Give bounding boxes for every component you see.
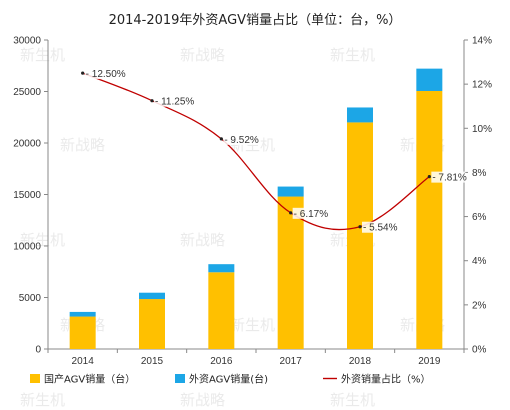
left-tick-label: 15000	[13, 190, 41, 201]
ratio-label-bg	[292, 207, 327, 219]
ratio-data-label: - 5.54%	[363, 223, 398, 234]
watermark-text: 新生机	[20, 46, 65, 64]
ratio-label-bg	[431, 171, 466, 183]
domestic-bar	[416, 90, 443, 350]
domestic-bar	[347, 122, 373, 350]
ratio-point	[427, 175, 431, 179]
ratio-point	[289, 211, 293, 215]
legend-label: 外资销量占比（%）	[341, 373, 431, 386]
x-tick-label: 2018	[349, 356, 372, 367]
x-tick-label: 2015	[141, 356, 164, 367]
right-tick-label: 12%	[472, 80, 492, 91]
ratio-data-label: - 7.81%	[432, 173, 467, 184]
legend: 国产AGV销量（台） 外资AGV销量(台) 外资销量占比（%）	[30, 373, 431, 386]
watermark-text: 新战略	[180, 231, 225, 249]
watermark-text: 新生机	[20, 231, 65, 249]
domestic-bar	[208, 272, 235, 349]
foreign-bar	[277, 186, 304, 197]
ratio-data-label: - 6.17%	[294, 209, 329, 220]
watermark-text: 新生机	[230, 316, 275, 334]
ratio-data-label: - 12.50%	[86, 69, 126, 80]
foreign-bar	[416, 68, 443, 91]
foreign-bar	[347, 107, 373, 123]
legend-label: 外资AGV销量(台)	[189, 373, 268, 386]
chart-title: 2014-2019年外资AGV销量占比（单位：台，%）	[109, 13, 402, 28]
watermark-text: 新战略	[180, 391, 225, 409]
watermark-text: 新生机	[20, 391, 65, 409]
watermark-text: 新生机	[330, 391, 375, 409]
watermark-text: 新战略	[180, 46, 225, 64]
foreign-bar	[208, 264, 235, 273]
right-tick-label: 4%	[472, 256, 487, 267]
x-tick-label: 2016	[210, 356, 233, 367]
right-tick-label: 10%	[472, 124, 492, 135]
left-tick-label: 5000	[19, 293, 42, 304]
legend-swatch	[30, 374, 40, 383]
ratio-label-bg	[84, 68, 125, 80]
legend-swatch	[175, 374, 185, 383]
foreign-bar	[69, 311, 96, 317]
domestic-bar	[69, 316, 96, 349]
legend-label: 国产AGV销量（台）	[44, 373, 135, 386]
bars	[69, 68, 443, 350]
ratio-data-label: - 9.52%	[224, 135, 259, 146]
ratio-point	[81, 71, 85, 75]
left-tick-label: 10000	[13, 242, 41, 253]
ratio-point	[219, 137, 223, 141]
left-tick-label: 20000	[13, 139, 41, 150]
ratio-line: - 12.50% - 11.25% - 9.52% - 6.17% - 5.54% - 7…	[81, 68, 467, 234]
right-tick-label: 14%	[472, 36, 492, 47]
left-tick-label: 25000	[13, 87, 41, 98]
foreign-bar	[139, 292, 165, 300]
left-tick-label: 30000	[13, 36, 41, 47]
ratio-point	[358, 225, 362, 229]
ratio-label-bg	[223, 133, 258, 145]
x-tick-label: 2019	[418, 356, 441, 367]
right-tick-label: 8%	[472, 168, 487, 179]
ratio-point	[150, 99, 154, 103]
x-tick-label: 2014	[72, 356, 95, 367]
right-tick-label: 0%	[472, 345, 487, 356]
watermark-text: 新生机	[330, 46, 375, 64]
ratio-label-bg	[154, 95, 194, 107]
ratio-data-label: - 11.25%	[155, 97, 194, 108]
domestic-bar	[139, 299, 165, 349]
right-tick-label: 2%	[472, 300, 487, 311]
domestic-bar	[277, 196, 304, 349]
watermark-text: 新战略	[60, 136, 105, 154]
axes: 0 5000 10000 15000 20000 25000 30000 0% 2% 4% 6% 8%…	[13, 36, 492, 368]
left-tick-label: 0	[35, 345, 41, 356]
x-tick-label: 2017	[280, 356, 303, 367]
right-tick-label: 6%	[472, 212, 487, 223]
ratio-label-bg	[362, 221, 396, 233]
